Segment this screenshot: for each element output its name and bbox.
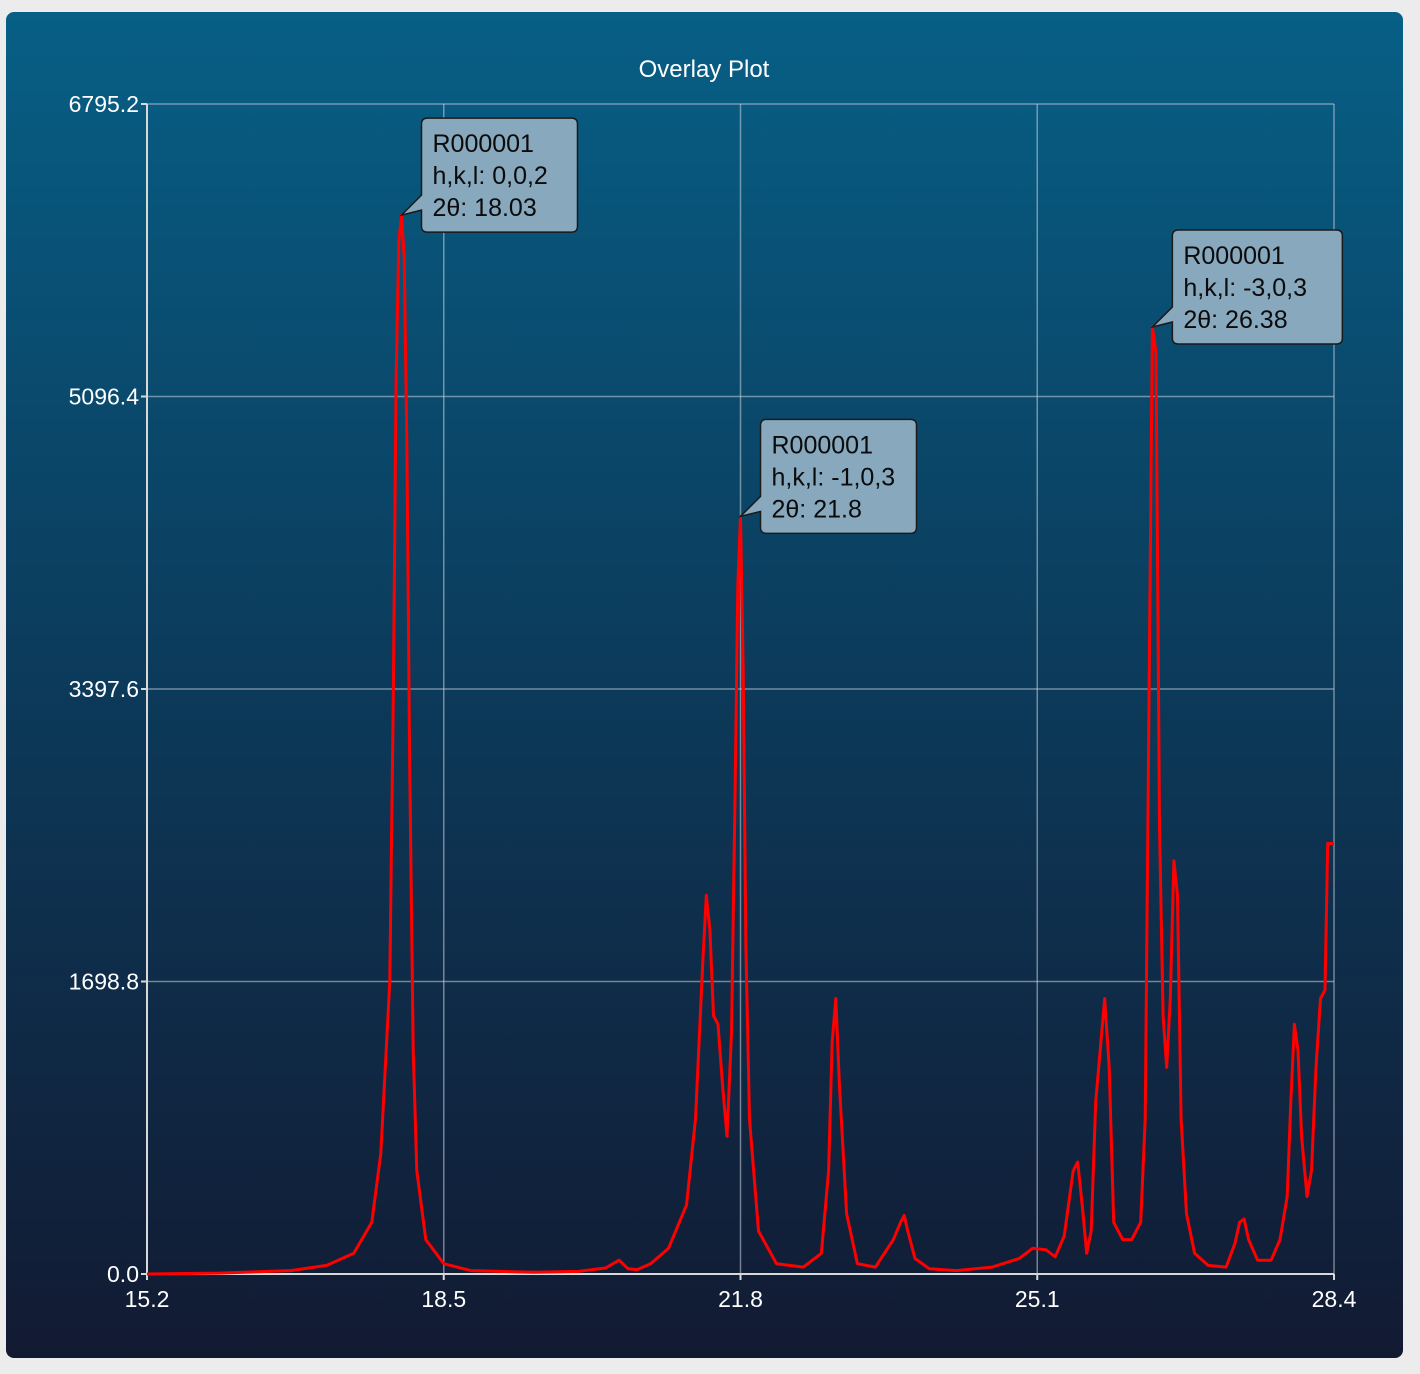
x-tick-label: 21.8 xyxy=(718,1286,763,1312)
annotation-series-label: R000001 xyxy=(1183,242,1284,270)
x-tick-label: 18.5 xyxy=(421,1286,466,1312)
annotation-box xyxy=(399,117,579,233)
annotation-two-theta-label: 2θ: 18.03 xyxy=(432,194,536,222)
annotation-two-theta-label: 2θ: 26.38 xyxy=(1183,306,1287,334)
annotation-hkl-label: h,k,l: -3,0,3 xyxy=(1183,274,1307,302)
overlay-plot-chart: Overlay Plot 15.2 18.5 21.8 25.1 28.4 0.0 1698… xyxy=(69,56,1357,1312)
grid-layer xyxy=(147,103,1335,1274)
x-tick-label: 25.1 xyxy=(1015,1286,1060,1312)
peak-annotation: R000001 h,k,l: 0,0,2 2θ: 18.03 xyxy=(399,117,579,233)
plot-panel: Overlay Plot 15.2 18.5 21.8 25.1 28.4 0.0 1698… xyxy=(6,12,1403,1358)
y-tick-label: 5096.4 xyxy=(69,384,140,410)
y-tick-label: 1698.8 xyxy=(69,969,139,995)
series-line-r000001 xyxy=(146,213,1334,1276)
annotation-layer: R000001 h,k,l: 0,0,2 2θ: 18.03 R000001 h,k,l… xyxy=(399,117,1344,535)
y-tick-label: 3397.6 xyxy=(69,676,139,702)
peak-annotation: R000001 h,k,l: -1,0,3 2θ: 21.8 xyxy=(738,418,918,535)
annotation-series-label: R000001 xyxy=(432,130,533,158)
annotation-series-label: R000001 xyxy=(772,431,873,459)
x-tick-label: 28.4 xyxy=(1312,1286,1357,1312)
x-tick-label: 15.2 xyxy=(125,1286,170,1312)
annotation-box xyxy=(738,418,918,535)
y-tick-label: 6795.2 xyxy=(69,91,139,117)
axis-layer: 15.2 18.5 21.8 25.1 28.4 0.0 1698.8 3397.6 5096.… xyxy=(69,91,1357,1312)
annotation-box xyxy=(1149,229,1344,345)
annotation-two-theta-label: 2θ: 21.8 xyxy=(772,495,862,523)
y-tick-label: 0.0 xyxy=(107,1261,139,1287)
annotation-hkl-label: h,k,l: -1,0,3 xyxy=(772,463,896,491)
series-layer xyxy=(146,213,1334,1276)
annotation-hkl-label: h,k,l: 0,0,2 xyxy=(432,162,547,190)
chart-title: Overlay Plot xyxy=(639,56,770,83)
peak-annotation: R000001 h,k,l: -3,0,3 2θ: 26.38 xyxy=(1149,229,1344,345)
